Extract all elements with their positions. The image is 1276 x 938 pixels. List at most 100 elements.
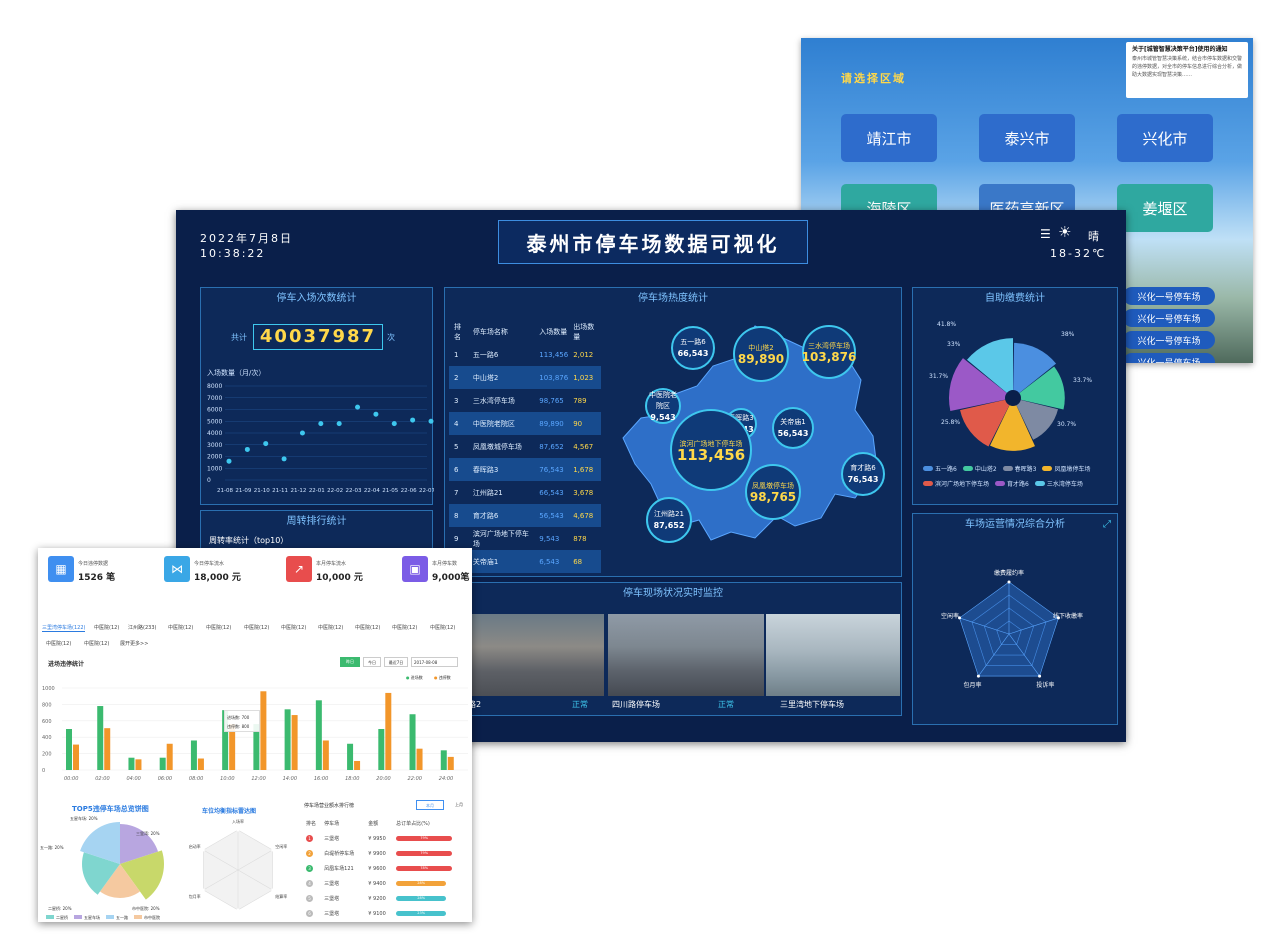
camera-feed[interactable] — [446, 614, 604, 696]
range-button-today[interactable]: 今日 — [363, 657, 381, 667]
bar — [222, 710, 229, 770]
lot-tab[interactable]: 中医院(12) — [206, 625, 232, 631]
table-cell: 9,543 — [539, 534, 560, 543]
table-row[interactable]: 9 滨河广场地下停车场 9,543 878 — [449, 527, 601, 550]
date-picker[interactable]: 2017-08-08 — [411, 657, 458, 667]
legend-label: 育才路6 — [1007, 481, 1029, 488]
camera-name: 四川路停车场 — [612, 700, 660, 709]
lot-tab[interactable]: 展开更多>> — [120, 641, 149, 647]
heat-bubble[interactable]: 五一路6 66,543 — [671, 326, 715, 370]
table-row[interactable]: 6 春晖路3 76,543 1,678 — [449, 458, 601, 481]
lot-button[interactable]: 兴化一号停车场 — [1123, 309, 1215, 327]
scatter-point — [281, 456, 287, 462]
range-button-7days[interactable]: 最近7日 — [384, 657, 408, 667]
lot-tab[interactable]: 中医院(12) — [355, 625, 381, 631]
heat-bubble[interactable]: 江州路21 87,652 — [646, 497, 692, 543]
table-row[interactable]: 3 凤凰车场121 ¥ 9600 78% — [304, 861, 472, 876]
legend-entry: 五一路6 — [923, 462, 957, 477]
lot-tab[interactable]: 中医院(12) — [168, 625, 194, 631]
camera-status: 正常 — [718, 700, 734, 709]
kpi-label: 本月停车流水 — [316, 561, 347, 567]
camera-feed[interactable] — [608, 614, 764, 696]
table-row[interactable]: 5 凤凰墩城停车场 87,652 4,567 — [449, 435, 601, 458]
legend-label: 三水湾停车场 — [1046, 481, 1083, 488]
panel-title: 车场运营情况综合分析 — [965, 519, 1065, 530]
bar — [260, 691, 267, 770]
table-cell: 113,456 — [539, 350, 569, 359]
chart-tooltip: 进场数: 700 违停数: 800 — [224, 710, 260, 732]
sun-icon: ☀ — [1058, 223, 1072, 241]
table-row[interactable]: 6 三堡塔 ¥ 9100 23% — [304, 906, 472, 921]
legend-label: 五星车场 — [84, 915, 100, 920]
total-prefix: 共计 — [231, 333, 247, 342]
table-row[interactable]: 7 江州路21 66,543 3,678 — [449, 481, 601, 504]
radar-point — [958, 616, 962, 620]
bubble-value: 66,543 — [677, 349, 709, 358]
rank-badge: 4 — [306, 880, 313, 887]
table-row[interactable]: 4 中医院老院区 89,890 90 — [449, 412, 601, 435]
lot-button[interactable]: 兴化一号停车场 — [1123, 331, 1215, 349]
city-button-jiangyan[interactable]: 姜堰区 — [1117, 184, 1213, 232]
range-button-yesterday[interactable]: 昨日 — [340, 657, 360, 667]
notice-card[interactable]: 关于[城管智慧决策平台]使用的通知 泰州市城管智慧决策系统，结合市停车数据和交警… — [1126, 42, 1248, 98]
city-button-xinghua[interactable]: 兴化市 — [1117, 114, 1213, 162]
radar-axis-label: 启动率 — [189, 843, 201, 849]
lot-tab[interactable]: 中医院(12) — [430, 625, 456, 631]
city-button-jingjiang[interactable]: 靖江市 — [841, 114, 937, 162]
table-row[interactable]: 2 中山塔2 103,876 1,023 — [449, 366, 601, 389]
expand-icon[interactable]: ⤢ — [1103, 519, 1111, 530]
heat-bubble[interactable]: 三水湾停车场 103,876 — [802, 325, 856, 379]
table-row[interactable]: 3 三水湾停车场 98,765 789 — [449, 389, 601, 412]
table-header: 排名 停车场名称 入场数量 出场数量 — [449, 320, 601, 343]
rank-badge: 5 — [306, 895, 313, 902]
pie-slice — [1013, 398, 1059, 440]
heat-bubble[interactable]: 凤凰墩停车场 98,765 — [745, 464, 801, 520]
lot-button[interactable]: 兴化一号停车场 — [1123, 287, 1215, 305]
lot-button[interactable]: 兴化一号停车场 — [1123, 353, 1215, 363]
legend-entry: 凤凰墩停车场 — [1042, 462, 1091, 477]
table-row[interactable]: 4 三堡塔 ¥ 9400 28% — [304, 876, 472, 891]
city-button-taixing[interactable]: 泰兴市 — [979, 114, 1075, 162]
table-cell: 90 — [568, 412, 601, 435]
rank-tab-this-month[interactable]: 本月 — [416, 800, 444, 810]
table-row[interactable]: 5 三堡塔 ¥ 9200 28% — [304, 891, 472, 906]
table-cell: 98,765 — [539, 396, 564, 405]
radar-point — [201, 888, 205, 892]
camera-feed[interactable] — [766, 614, 900, 696]
lot-tab[interactable]: 中医院(12) — [281, 625, 307, 631]
pie-label: 五一路: 20% — [40, 845, 64, 850]
legend-label: 中山塔2 — [974, 466, 997, 473]
lot-tab[interactable]: 中医院(12) — [318, 625, 344, 631]
heat-bubble[interactable]: 滨河广场地下停车场 113,456 — [670, 409, 752, 491]
pct-cell: 23% — [394, 906, 472, 921]
heat-bubble[interactable]: 中医院老院区 9,543 — [645, 388, 681, 424]
menu-icon[interactable]: ☰ — [1040, 227, 1051, 241]
lot-tab[interactable]: 中医院(12) — [244, 625, 270, 631]
rank-cell: 4 — [304, 876, 322, 891]
table-cell: 8 — [449, 504, 468, 527]
table-row[interactable]: 1 三堡塔 ¥ 9950 79% — [304, 831, 472, 846]
lot-tab[interactable]: 中医院(12) — [94, 625, 120, 631]
table-row[interactable]: 1 五一路6 113,456 2,012 — [449, 343, 601, 366]
pct-cell: 28% — [394, 876, 472, 891]
heat-bubble[interactable]: 中山塔2 89,890 — [733, 326, 789, 382]
bubble-name: 三水湾停车场 — [808, 342, 850, 350]
bubble-name: 中山塔2 — [748, 344, 774, 352]
lot-tab[interactable]: 中医院(12) — [46, 641, 72, 647]
table-row[interactable]: 2 白堤桥停车场 ¥ 9900 79% — [304, 846, 472, 861]
rank-tab-last-month[interactable]: 上月 — [455, 802, 463, 807]
table-row[interactable]: 8 育才路6 56,543 4,678 — [449, 504, 601, 527]
lot-tab[interactable]: 中医院(12) — [392, 625, 418, 631]
lot-tab[interactable]: 三里湾停车场(122) — [42, 625, 86, 632]
radar-axis-label: 包月率 — [189, 893, 201, 899]
lot-tab[interactable]: 江州路(233) — [128, 625, 157, 631]
lot-name: 白堤桥停车场 — [324, 851, 355, 857]
heat-bubble[interactable]: 关帝庙1 56,543 — [772, 407, 814, 449]
radar-axis — [237, 849, 273, 871]
heat-bubble[interactable]: 育才路6 76,543 — [841, 452, 885, 496]
bar — [354, 760, 361, 770]
y-tick: 1000 — [42, 686, 55, 692]
lot-tab[interactable]: 中医院(12) — [84, 641, 110, 647]
legend-entry: 二星桥 — [46, 915, 68, 920]
